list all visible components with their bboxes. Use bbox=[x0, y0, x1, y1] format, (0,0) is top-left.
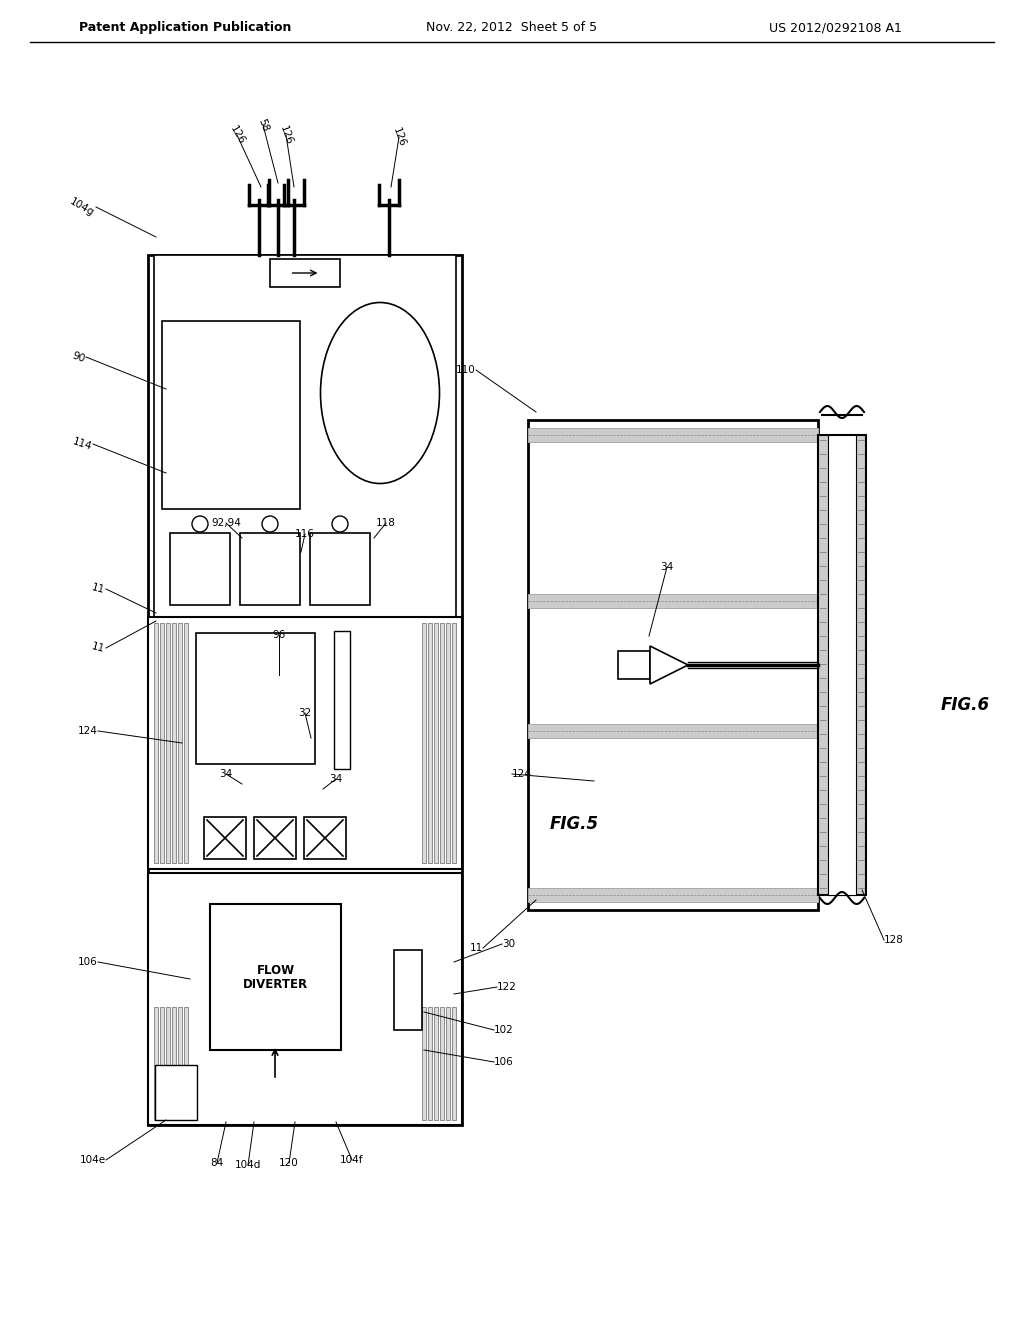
Text: FLOW: FLOW bbox=[256, 964, 295, 977]
Bar bbox=[148, 616, 462, 869]
Bar bbox=[452, 623, 456, 863]
Text: Nov. 22, 2012  Sheet 5 of 5: Nov. 22, 2012 Sheet 5 of 5 bbox=[426, 21, 598, 34]
Text: 34: 34 bbox=[219, 770, 232, 779]
Text: 30: 30 bbox=[502, 939, 515, 949]
Bar bbox=[334, 631, 350, 770]
Bar bbox=[154, 1007, 158, 1119]
Bar bbox=[528, 888, 818, 902]
Text: 124: 124 bbox=[512, 770, 531, 779]
Bar bbox=[166, 1007, 170, 1119]
Text: 104g: 104g bbox=[69, 197, 96, 218]
Bar bbox=[154, 255, 456, 616]
Circle shape bbox=[193, 516, 208, 532]
Bar bbox=[148, 873, 462, 1125]
Text: 32: 32 bbox=[298, 708, 311, 718]
Text: US 2012/0292108 A1: US 2012/0292108 A1 bbox=[769, 21, 901, 34]
Circle shape bbox=[262, 516, 278, 532]
Bar bbox=[254, 817, 296, 859]
Text: 106: 106 bbox=[494, 1057, 514, 1067]
Bar bbox=[178, 623, 182, 863]
Text: 126: 126 bbox=[227, 124, 247, 147]
Text: 110: 110 bbox=[457, 366, 476, 375]
Text: 114: 114 bbox=[71, 436, 93, 451]
Bar bbox=[196, 634, 315, 764]
Polygon shape bbox=[650, 645, 688, 684]
Text: 84: 84 bbox=[210, 1158, 223, 1168]
Text: 126: 126 bbox=[391, 125, 408, 148]
Bar bbox=[428, 1007, 432, 1119]
Bar bbox=[528, 420, 818, 909]
Text: 126: 126 bbox=[278, 124, 294, 147]
Bar bbox=[178, 1007, 182, 1119]
Bar bbox=[310, 533, 370, 605]
Bar bbox=[528, 428, 818, 442]
Bar bbox=[818, 436, 866, 895]
Bar bbox=[440, 623, 444, 863]
Bar bbox=[428, 623, 432, 863]
Bar bbox=[184, 623, 188, 863]
Bar bbox=[434, 1007, 438, 1119]
Bar bbox=[394, 950, 422, 1030]
Text: Patent Application Publication: Patent Application Publication bbox=[79, 21, 291, 34]
Text: 124: 124 bbox=[78, 726, 98, 737]
Text: FIG.5: FIG.5 bbox=[550, 814, 599, 833]
Bar bbox=[618, 651, 650, 678]
Bar bbox=[270, 259, 340, 286]
Bar bbox=[210, 904, 341, 1049]
Bar bbox=[452, 1007, 456, 1119]
Text: 90: 90 bbox=[71, 350, 86, 364]
Text: 58: 58 bbox=[256, 117, 270, 133]
Bar bbox=[422, 1007, 426, 1119]
Bar bbox=[528, 594, 818, 609]
Bar bbox=[446, 623, 450, 863]
Text: FIG.6: FIG.6 bbox=[941, 696, 990, 714]
Bar bbox=[446, 1007, 450, 1119]
Text: 92,94: 92,94 bbox=[211, 517, 241, 528]
Ellipse shape bbox=[321, 302, 439, 483]
Text: 118: 118 bbox=[376, 517, 396, 528]
Text: 106: 106 bbox=[78, 957, 98, 968]
Bar bbox=[160, 1007, 164, 1119]
Text: 128: 128 bbox=[884, 935, 904, 945]
Bar bbox=[828, 436, 856, 895]
Bar bbox=[155, 1065, 197, 1119]
Bar bbox=[440, 1007, 444, 1119]
Bar bbox=[162, 321, 300, 510]
Text: 11: 11 bbox=[470, 942, 483, 953]
Bar bbox=[528, 723, 818, 738]
Bar bbox=[304, 817, 346, 859]
Bar bbox=[422, 623, 426, 863]
Circle shape bbox=[332, 516, 348, 532]
Bar bbox=[154, 623, 158, 863]
Bar bbox=[172, 1007, 176, 1119]
Text: 34: 34 bbox=[330, 774, 343, 784]
Text: 11: 11 bbox=[90, 642, 106, 655]
Text: 102: 102 bbox=[494, 1026, 514, 1035]
Bar bbox=[148, 255, 462, 1125]
Bar bbox=[204, 817, 246, 859]
Text: 11: 11 bbox=[90, 582, 106, 595]
Text: 120: 120 bbox=[280, 1158, 299, 1168]
Bar bbox=[240, 533, 300, 605]
Bar bbox=[160, 623, 164, 863]
Text: 104f: 104f bbox=[340, 1155, 364, 1166]
Text: 34: 34 bbox=[660, 562, 674, 572]
Bar bbox=[170, 533, 230, 605]
Text: 96: 96 bbox=[272, 630, 286, 640]
Bar bbox=[434, 623, 438, 863]
Text: 122: 122 bbox=[497, 982, 517, 993]
Text: DIVERTER: DIVERTER bbox=[243, 978, 308, 990]
Text: 104d: 104d bbox=[234, 1160, 261, 1170]
Bar bbox=[172, 623, 176, 863]
Bar bbox=[166, 623, 170, 863]
Text: 104e: 104e bbox=[80, 1155, 106, 1166]
Text: 116: 116 bbox=[295, 529, 315, 539]
Bar bbox=[184, 1007, 188, 1119]
